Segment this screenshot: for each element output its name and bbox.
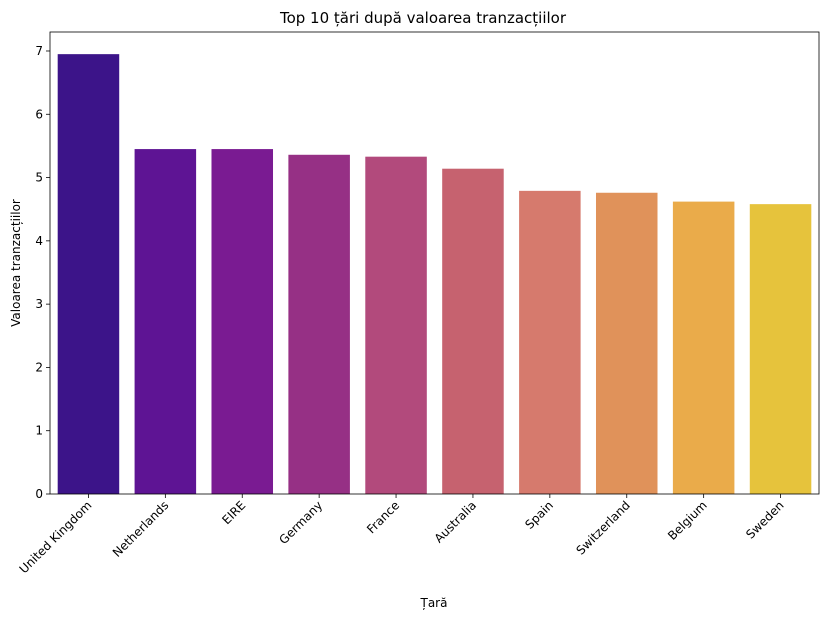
x-axis: United Kingdom Netherlands EIRE Germany Fran…	[17, 494, 787, 576]
bar-germany	[288, 154, 350, 494]
x-tick-label: Germany	[276, 498, 325, 547]
x-tick-label: EIRE	[219, 498, 248, 527]
x-tick-label: Australia	[432, 498, 479, 545]
bars-group	[57, 54, 812, 495]
y-tick-label: 2	[35, 360, 43, 374]
x-tick-label: Netherlands	[110, 498, 172, 560]
bar-france	[365, 156, 427, 494]
y-tick-label: 7	[35, 44, 43, 58]
plot-frame	[49, 31, 820, 495]
bar-switzerland	[595, 192, 658, 494]
x-tick-label: Switzerland	[573, 498, 632, 557]
y-axis: 0 1 2 3 4 5 6 7	[35, 44, 50, 501]
bar-sweden	[749, 204, 812, 494]
bar-netherlands	[134, 149, 197, 494]
bar-australia	[442, 168, 504, 494]
bar-spain	[519, 190, 581, 494]
y-tick-label: 0	[35, 487, 43, 501]
bar-united-kingdom	[57, 54, 120, 495]
bar-eire	[211, 149, 274, 494]
y-tick-label: 5	[35, 171, 43, 185]
y-tick-label: 3	[35, 297, 43, 311]
y-tick-label: 6	[35, 107, 43, 121]
bar-belgium	[672, 201, 735, 495]
x-axis-label: Țară	[420, 596, 448, 610]
x-tick-label: France	[364, 498, 402, 536]
x-tick-label: Belgium	[665, 498, 710, 543]
x-tick-label: Sweden	[743, 498, 786, 541]
x-tick-label: United Kingdom	[17, 498, 95, 576]
y-tick-label: 4	[35, 234, 43, 248]
x-tick-label: Spain	[522, 498, 556, 532]
y-axis-label: Valoarea tranzacțiilor	[9, 199, 23, 327]
chart-title: Top 10 țări după valoarea tranzacțiilor	[279, 9, 567, 27]
y-tick-label: 1	[35, 424, 43, 438]
